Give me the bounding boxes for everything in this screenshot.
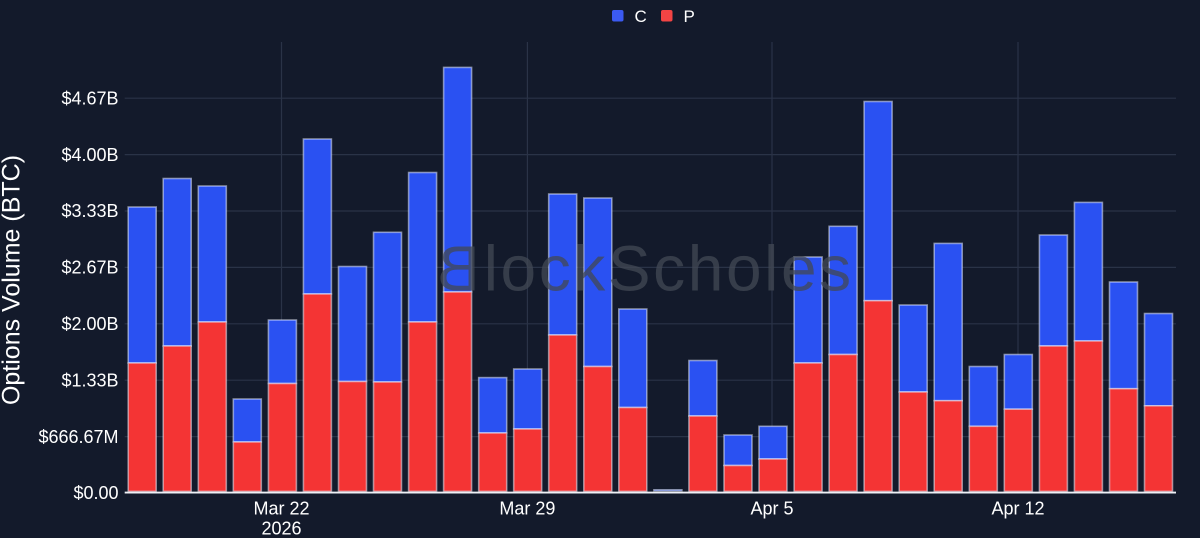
svg-text:Options Volume (BTC): Options Volume (BTC) [0,155,26,405]
svg-text:C: C [635,7,647,26]
svg-text:$4.67B: $4.67B [61,88,118,108]
svg-text:lockScholes: lockScholes [484,233,854,305]
svg-text:B: B [437,233,480,305]
svg-text:$4.00B: $4.00B [61,145,118,165]
svg-text:$666.67M: $666.67M [38,427,118,447]
svg-text:$2.00B: $2.00B [61,314,118,334]
svg-text:Mar 22: Mar 22 [253,499,309,519]
svg-text:P: P [684,7,695,26]
svg-text:$0.00: $0.00 [73,483,118,503]
svg-text:Apr 12: Apr 12 [991,499,1044,519]
svg-text:$3.33B: $3.33B [61,201,118,221]
svg-text:$2.67B: $2.67B [61,258,118,278]
svg-text:Mar 29: Mar 29 [499,499,555,519]
svg-text:$1.33B: $1.33B [61,370,118,390]
svg-text:2026: 2026 [261,519,301,538]
svg-text:Apr 5: Apr 5 [750,499,793,519]
